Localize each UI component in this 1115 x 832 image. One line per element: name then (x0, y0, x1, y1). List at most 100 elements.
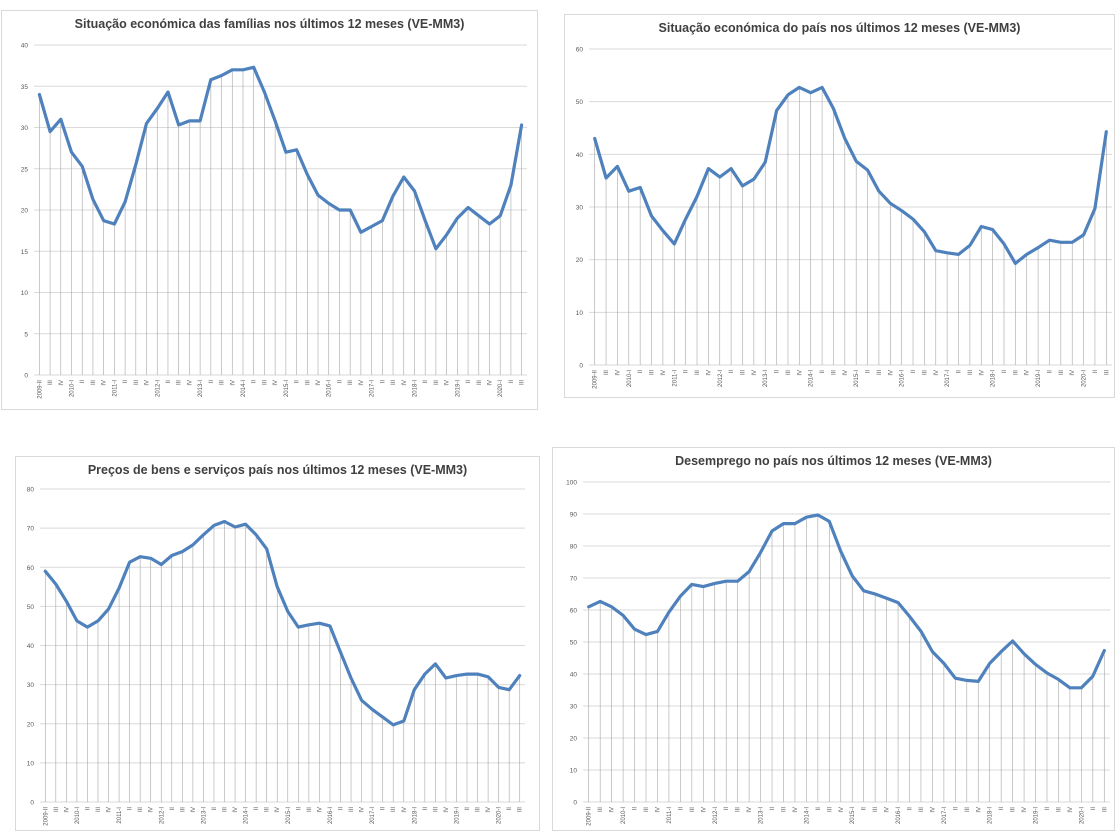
x-tick-label: III (180, 807, 186, 812)
data-point (593, 137, 596, 140)
data-point (786, 93, 790, 97)
data-point (181, 550, 184, 553)
x-tick-label: III (786, 370, 792, 375)
data-point (54, 582, 58, 586)
data-point (999, 650, 1003, 653)
series-line (37, 65, 524, 251)
data-point (656, 630, 659, 633)
data-point (695, 195, 699, 198)
y-tick-label: 30 (21, 125, 29, 132)
y-tick-label: 90 (570, 512, 578, 519)
x-tick-label: IV (273, 380, 279, 386)
y-tick-label: 80 (570, 544, 578, 551)
data-point (1071, 241, 1074, 244)
x-tick-label: 2014-I (804, 807, 810, 824)
data-point (381, 715, 384, 719)
x-tick-label: III (1104, 370, 1110, 375)
x-tick-label: IV (230, 380, 236, 386)
data-point (900, 209, 903, 212)
data-point (908, 615, 911, 618)
x-tick-label: II (507, 807, 513, 811)
x-tick-label: 2009-II (43, 807, 49, 826)
data-point (466, 206, 470, 209)
data-point (885, 596, 888, 600)
data-point (509, 184, 513, 187)
data-point (145, 122, 148, 125)
x-tick-label: IV (359, 380, 365, 386)
data-point (434, 247, 438, 250)
data-point (338, 208, 341, 212)
data-point (349, 676, 353, 680)
data-point (782, 522, 785, 525)
x-tick-label: IV (888, 370, 894, 376)
data-point (156, 107, 159, 110)
data-point (752, 177, 756, 181)
x-tick-label: III (265, 807, 271, 812)
x-tick-label: IV (191, 807, 197, 813)
x-tick-label: III (873, 807, 879, 812)
data-point (381, 219, 384, 222)
x-tick-label: IV (655, 807, 661, 813)
y-tick-label: 20 (21, 208, 29, 215)
x-tick-label: IV (64, 807, 70, 813)
data-point (202, 533, 205, 536)
x-tick-label: III (220, 380, 226, 385)
x-tick-label: III (831, 370, 837, 375)
x-tick-label: II (128, 807, 134, 811)
x-tick-label: IV (487, 380, 493, 386)
x-tick-label: 2019-I (1036, 370, 1042, 387)
x-tick-label: II (866, 370, 872, 374)
x-tick-label: II (380, 380, 386, 384)
x-tick-label: III (598, 807, 604, 812)
data-point (638, 186, 642, 189)
data-point (465, 672, 469, 676)
x-tick-label: 2018-I (412, 807, 418, 824)
data-point (1103, 649, 1106, 652)
data-point (507, 688, 511, 691)
data-point (518, 674, 521, 677)
x-tick-label: II (509, 380, 515, 384)
data-point (598, 600, 602, 603)
data-point (327, 202, 330, 205)
x-tick-label: 2014-I (809, 370, 815, 387)
data-point (747, 570, 751, 573)
data-point (1045, 671, 1049, 675)
data-point (38, 93, 41, 96)
y-tick-label: 60 (27, 565, 35, 572)
x-tick-label: 2009-II (593, 370, 599, 389)
data-point (889, 202, 892, 205)
data-point (877, 190, 881, 193)
x-tick-label: 2019-I (454, 807, 460, 824)
data-point (1034, 663, 1037, 666)
x-tick-label: III (968, 370, 974, 375)
x-tick-label: IV (149, 807, 155, 813)
x-tick-label: 2010-I (621, 807, 627, 824)
data-point (276, 585, 279, 589)
x-tick-label: II (775, 370, 781, 374)
data-point (252, 66, 255, 69)
x-tick-label: 2016-I (896, 807, 902, 824)
data-point (402, 719, 405, 723)
x-tick-label: II (770, 807, 776, 811)
data-point (391, 194, 395, 198)
data-point (499, 214, 502, 217)
x-tick-label: III (177, 380, 183, 385)
data-point (339, 650, 342, 654)
x-tick-label: III (223, 807, 229, 812)
x-tick-label: II (466, 380, 472, 384)
x-tick-label: II (465, 807, 471, 811)
data-point (965, 679, 968, 682)
data-point (191, 543, 195, 547)
data-point (954, 676, 957, 680)
x-tick-label: IV (1022, 807, 1028, 813)
x-tick-label: IV (102, 380, 108, 386)
x-tick-label: 2019-I (455, 380, 461, 397)
x-tick-label: II (724, 807, 730, 811)
data-point (423, 672, 427, 676)
data-point (44, 569, 47, 573)
series-line (587, 513, 1106, 690)
x-tick-label: IV (317, 807, 323, 813)
data-point (839, 550, 842, 553)
